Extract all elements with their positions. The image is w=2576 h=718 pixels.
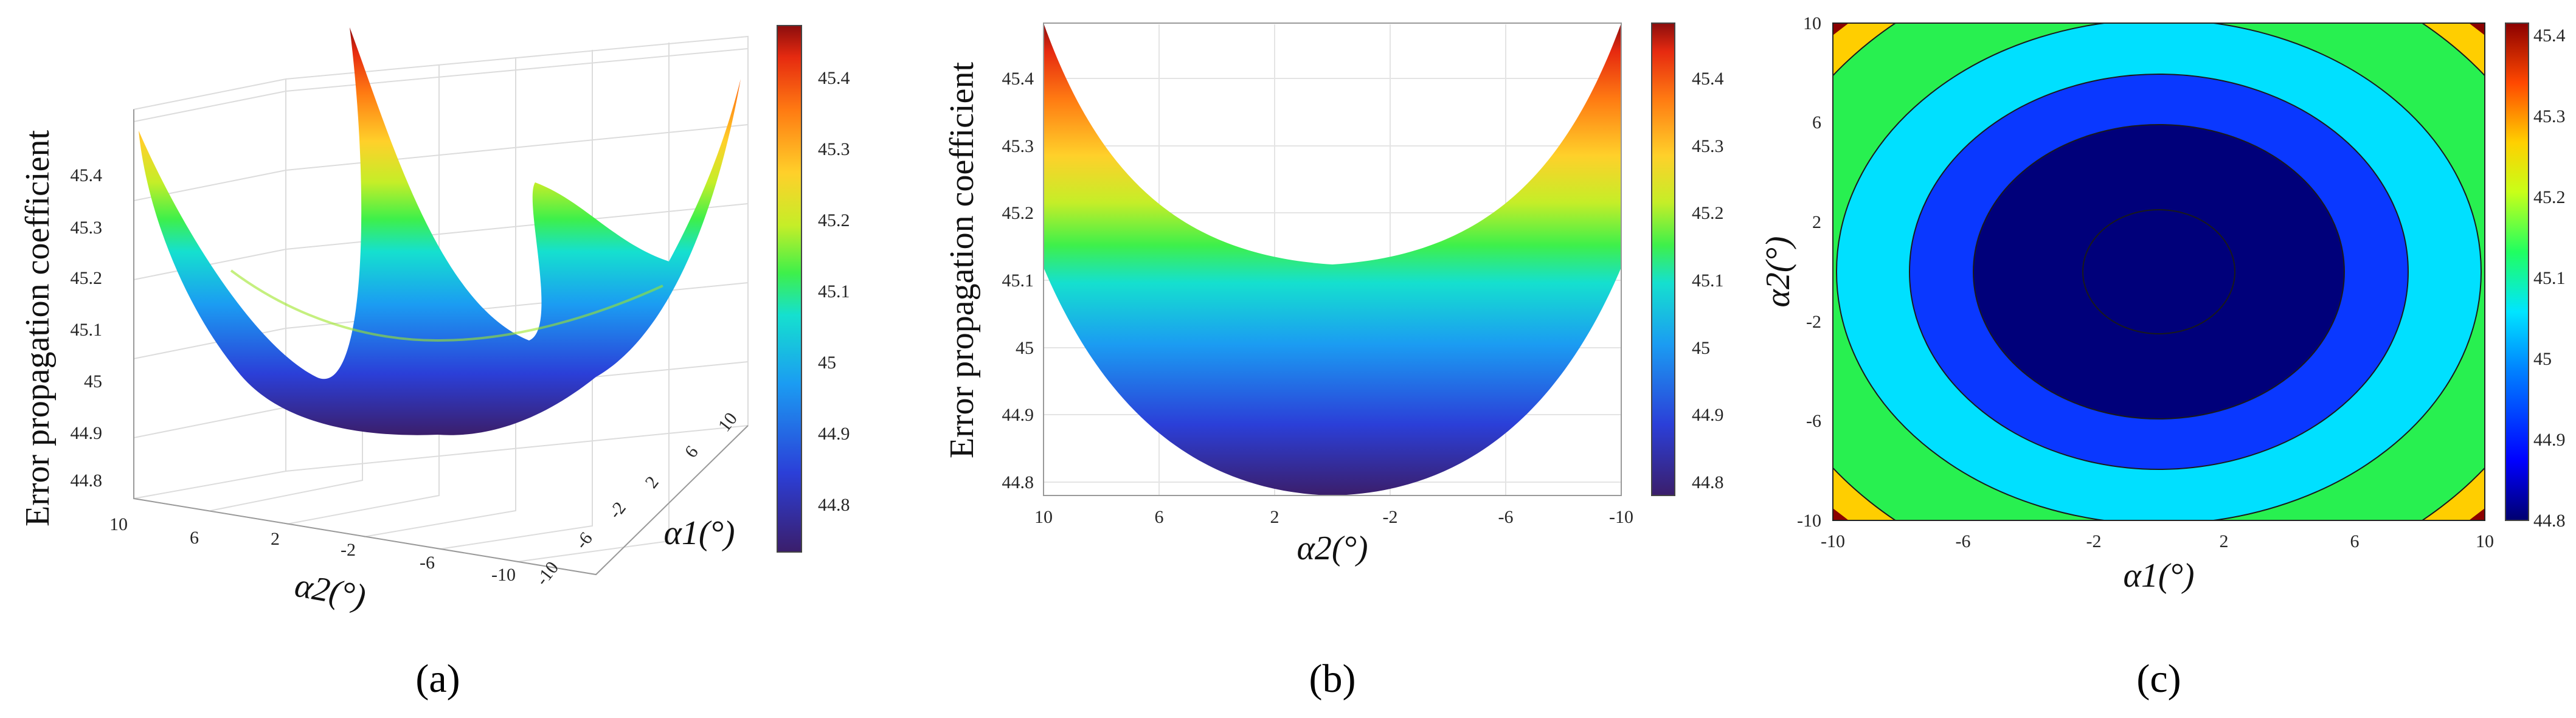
- panel-c-cbar-tick: 45.2: [2533, 187, 2566, 207]
- panel-b-y-tick: 44.9: [1002, 405, 1034, 425]
- panel-a-y-tick: 10: [715, 409, 741, 435]
- panel-a-x-tick: -6: [420, 553, 435, 573]
- panel-b-axes-box: [1043, 22, 1622, 496]
- panel-b-cbar-tick: 44.9: [1692, 405, 1724, 425]
- panel-b-y-label: Error propagation coefficient: [943, 62, 981, 458]
- panel-a-label: (a): [415, 657, 460, 701]
- panel-c-x-tick: -6: [1956, 531, 1971, 551]
- panel-b-cbar-tick: 45: [1692, 338, 1710, 358]
- panel-b-surface: [1044, 23, 1621, 495]
- panel-c-x-tick: -2: [2086, 531, 2102, 551]
- panel-a: 44.8 44.9 45 45.1 45.2 45.3 45.4 10 6 2 …: [19, 25, 850, 701]
- panel-b-y-tick: 45.2: [1002, 203, 1034, 223]
- panel-b-colorbar: 44.8 44.9 45 45.1 45.2 45.3 45.4: [1651, 22, 1724, 496]
- panel-b-cbar-tick: 45.3: [1692, 136, 1724, 156]
- panel-a-cbar-tick: 44.9: [818, 424, 850, 444]
- panel-a-y-tick: -10: [532, 557, 563, 589]
- panel-b-y-tick: 45.1: [1002, 271, 1034, 291]
- panel-c-x-tick: 2: [2220, 531, 2229, 551]
- panel-a-cbar-tick: 44.8: [818, 495, 850, 515]
- panel-c-y-tick: -10: [1797, 511, 1821, 531]
- panel-b-y-ticks: 44.8 44.9 45 45.1 45.2 45.3 45.4: [1002, 69, 1034, 492]
- panel-c-x-label: α1(°): [2123, 557, 2194, 595]
- panel-c-cbar-tick: 45: [2533, 349, 2552, 369]
- panel-c: -10 -6 -2 2 6 10 -10 -6 -2 2 6 10 α2(°) …: [1759, 13, 2566, 701]
- panel-a-z-tick: 45.2: [71, 268, 103, 288]
- panel-a-x-tick: 2: [271, 529, 280, 549]
- panel-a-cbar-tick: 45.1: [818, 281, 850, 302]
- panel-a-z-tick: 45.1: [71, 320, 103, 340]
- panel-b-x-label: α2(°): [1297, 530, 1368, 567]
- panel-c-y-tick: 10: [1803, 13, 1821, 33]
- panel-a-z-label: Error propagation coefficient: [19, 130, 57, 526]
- panel-a-z-tick: 45.4: [71, 165, 103, 185]
- panel-c-x-tick: 10: [2476, 531, 2494, 551]
- panel-a-cbar-tick: 45.2: [818, 210, 850, 230]
- panel-a-z-tick: 45: [84, 371, 102, 392]
- panel-c-x-ticks: -10 -6 -2 2 6 10: [1821, 531, 2494, 551]
- panel-a-z-ticks: 44.8 44.9 45 45.1 45.2 45.3 45.4: [71, 165, 103, 491]
- panel-b-x-ticks: 10 6 2 -2 -6 -10: [1034, 507, 1633, 527]
- panel-c-cbar-tick: 44.9: [2533, 430, 2566, 450]
- panel-a-x-tick: -10: [491, 565, 516, 585]
- panel-b-cbar-tick: 45.2: [1692, 203, 1724, 223]
- panel-c-axes-box: [1832, 22, 2485, 521]
- panel-b-x-tick: -2: [1383, 507, 1398, 527]
- panel-a-x-tick: 6: [190, 528, 199, 548]
- panel-c-colorbar: 44.8 44.9 45 45.1 45.2 45.3 45.4: [2505, 22, 2566, 531]
- panel-c-x-tick: -10: [1821, 531, 1845, 551]
- panel-a-y-ticks: -10 -6 -2 2 6 10: [532, 409, 741, 589]
- panel-a-y-tick: 2: [642, 472, 663, 492]
- panel-b-label: (b): [1309, 657, 1356, 701]
- panel-c-cbar-tick: 45.1: [2533, 268, 2566, 288]
- panel-c-cbar-tick: 45.4: [2533, 26, 2566, 46]
- panel-c-cbar-tick: 44.8: [2533, 511, 2566, 531]
- panel-c-y-tick: 6: [1812, 112, 1821, 133]
- panel-a-y-tick: -2: [605, 498, 630, 522]
- panel-a-cbar-tick: 45: [818, 353, 836, 373]
- panel-c-y-ticks: -10 -6 -2 2 6 10: [1797, 13, 1821, 531]
- panel-c-contours: [1833, 23, 2485, 520]
- panel-a-cbar-tick: 45.3: [818, 139, 850, 159]
- panel-b: 44.8 44.9 45 45.1 45.2 45.3 45.4 10 6 2 …: [943, 22, 1724, 701]
- panel-a-y-label: α1(°): [663, 514, 735, 552]
- panel-a-x-tick: 10: [109, 514, 128, 534]
- panel-a-z-tick: 44.8: [71, 471, 103, 491]
- panel-b-cbar-tick: 45.4: [1692, 69, 1724, 89]
- panel-b-y-tick: 45.4: [1002, 69, 1034, 89]
- panel-c-y-tick: -6: [1806, 411, 1821, 431]
- panel-b-cbar-tick: 44.8: [1692, 472, 1724, 492]
- panel-c-y-tick: 2: [1812, 212, 1821, 232]
- panel-a-z-tick: 44.9: [71, 423, 103, 443]
- panel-a-y-tick: 6: [681, 442, 702, 461]
- panel-c-cbar-tick: 45.3: [2533, 106, 2566, 126]
- panel-a-x-label: α2(°): [292, 567, 369, 616]
- panel-b-y-tick: 44.8: [1002, 472, 1034, 492]
- panel-b-x-tick: 6: [1155, 507, 1164, 527]
- panel-a-x-tick: -2: [341, 540, 356, 560]
- panel-c-x-tick: 6: [2350, 531, 2360, 551]
- panel-b-x-tick: -6: [1498, 507, 1514, 527]
- panel-b-cbar-tick: 45.1: [1692, 271, 1724, 291]
- panel-a-z-tick: 45.3: [71, 218, 103, 238]
- panel-c-y-label: α2(°): [1759, 236, 1797, 307]
- panel-b-x-tick: 10: [1034, 507, 1053, 527]
- panel-b-x-tick: -10: [1609, 507, 1633, 527]
- panel-a-surface: [139, 27, 741, 435]
- panel-a-axes: [133, 109, 749, 576]
- panel-a-y-tick: -6: [572, 528, 597, 553]
- panel-a-colorbar: 44.8 44.9 45 45.1 45.2 45.3 45.4: [777, 25, 850, 553]
- panel-b-y-tick: 45.3: [1002, 136, 1034, 156]
- panel-b-x-tick: 2: [1270, 507, 1279, 527]
- panel-a-cbar-tick: 45.4: [818, 68, 850, 88]
- panel-b-y-tick: 45: [1016, 338, 1034, 358]
- panel-a-x-ticks: 10 6 2 -2 -6 -10: [109, 514, 516, 585]
- panel-c-label: (c): [2136, 657, 2181, 701]
- panel-c-y-tick: -2: [1806, 312, 1821, 332]
